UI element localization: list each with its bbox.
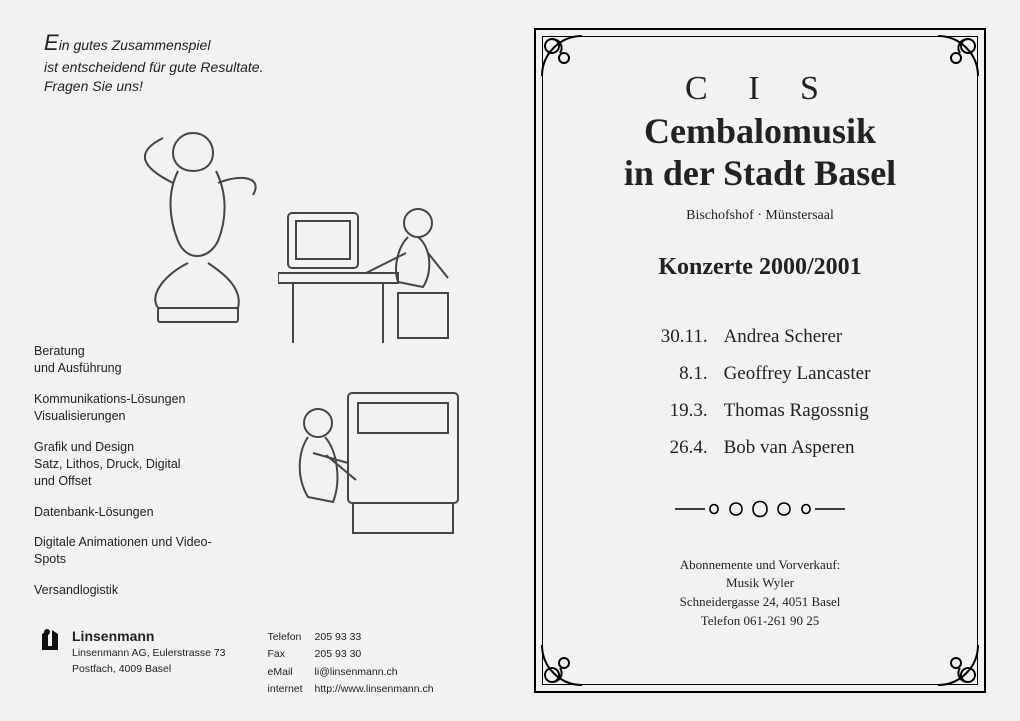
ad-intro-line1: in gutes Zusammenspiel bbox=[59, 37, 211, 53]
contact-tel: 205 93 33 bbox=[315, 630, 434, 645]
concert-date: 30.11. bbox=[650, 319, 722, 354]
concert-artist: Thomas Ragossnig bbox=[724, 393, 871, 428]
season: Konzerte 2000/2001 bbox=[658, 254, 861, 281]
concert-row: 8.1.Geoffrey Lancaster bbox=[650, 356, 871, 391]
company-name: Linsenmann bbox=[72, 628, 226, 644]
contact-email-label: eMail bbox=[268, 665, 313, 680]
ad-intro: Ein gutes Zusammenspiel ist entscheidend… bbox=[44, 28, 486, 95]
ad-service-item: Beratung und Ausführung bbox=[34, 343, 236, 377]
ad-intro-line2: ist entscheidend für gute Resultate. bbox=[44, 59, 263, 75]
sales-heading: Abonnemente und Vorverkauf: bbox=[680, 556, 841, 575]
concert-row: 19.3.Thomas Ragossnig bbox=[650, 393, 871, 428]
sales-tel: Telefon 061-261 90 25 bbox=[680, 612, 841, 631]
contact-fax-label: Fax bbox=[268, 647, 313, 662]
linsenmann-logo-icon bbox=[40, 628, 64, 652]
ad-service-item: Digitale Animationen und Video-Spots bbox=[34, 534, 236, 568]
venue: Bischofshof · Münstersaal bbox=[686, 208, 834, 224]
left-page: Ein gutes Zusammenspiel ist entscheidend… bbox=[0, 0, 510, 721]
right-page: C I S Cembalomusik in der Stadt Basel Bi… bbox=[510, 0, 1020, 721]
concert-list: 30.11.Andrea Scherer 8.1.Geoffrey Lancas… bbox=[648, 317, 873, 468]
contact-tel-label: Telefon bbox=[268, 630, 313, 645]
contact-table: Telefon205 93 33 Fax205 93 30 eMailli@li… bbox=[266, 628, 436, 699]
conductor-sketch-icon bbox=[118, 103, 278, 333]
cis-heading: C I S bbox=[685, 70, 835, 108]
corner-flourish-icon bbox=[930, 28, 986, 84]
concert-artist: Geoffrey Lancaster bbox=[724, 356, 871, 391]
corner-flourish-icon bbox=[534, 637, 590, 693]
sales-block: Abonnemente und Vorverkauf: Musik Wyler … bbox=[680, 556, 841, 631]
ad-intro-dropcap: E bbox=[44, 30, 59, 55]
contact-fax: 205 93 30 bbox=[315, 647, 434, 662]
corner-flourish-icon bbox=[534, 28, 590, 84]
company-addr1: Linsenmann AG, Eulerstrasse 73 bbox=[72, 646, 226, 660]
ad-intro-line3: Fragen Sie uns! bbox=[44, 78, 143, 94]
scroll-ornament-icon bbox=[675, 496, 845, 522]
concert-date: 19.3. bbox=[650, 393, 722, 428]
title-line2: in der Stadt Basel bbox=[624, 152, 896, 194]
contact-email: li@linsenmann.ch bbox=[315, 665, 434, 680]
concert-artist: Bob van Asperen bbox=[724, 430, 871, 465]
ad-footer: Linsenmann Linsenmann AG, Eulerstrasse 7… bbox=[40, 628, 470, 699]
sales-addr: Schneidergasse 24, 4051 Basel bbox=[680, 593, 841, 612]
ad-service-item: Versandlogistik bbox=[34, 582, 236, 599]
concert-row: 26.4.Bob van Asperen bbox=[650, 430, 871, 465]
copier-worker-sketch-icon bbox=[278, 373, 478, 553]
computer-worker-sketch-icon bbox=[278, 183, 478, 353]
ad-body: Beratung und Ausführung Kommunikations-L… bbox=[34, 103, 486, 613]
sales-name: Musik Wyler bbox=[680, 574, 841, 593]
concert-date: 8.1. bbox=[650, 356, 722, 391]
ad-service-item: Grafik und Design Satz, Lithos, Druck, D… bbox=[34, 439, 236, 490]
ad-service-item: Datenbank-Lösungen bbox=[34, 504, 236, 521]
programme-frame: C I S Cembalomusik in der Stadt Basel Bi… bbox=[534, 28, 986, 693]
company-block: Linsenmann Linsenmann AG, Eulerstrasse 7… bbox=[40, 628, 226, 699]
title-line1: Cembalomusik bbox=[644, 110, 876, 152]
ad-service-item: Kommunikations-Lösungen Visualisierungen bbox=[34, 391, 236, 425]
ad-illustrations bbox=[248, 103, 486, 613]
contact-web-label: internet bbox=[268, 682, 313, 697]
corner-flourish-icon bbox=[930, 637, 986, 693]
concert-artist: Andrea Scherer bbox=[724, 319, 871, 354]
company-addr2: Postfach, 4009 Basel bbox=[72, 662, 226, 676]
contact-web: http://www.linsenmann.ch bbox=[315, 682, 434, 697]
concert-date: 26.4. bbox=[650, 430, 722, 465]
concert-row: 30.11.Andrea Scherer bbox=[650, 319, 871, 354]
